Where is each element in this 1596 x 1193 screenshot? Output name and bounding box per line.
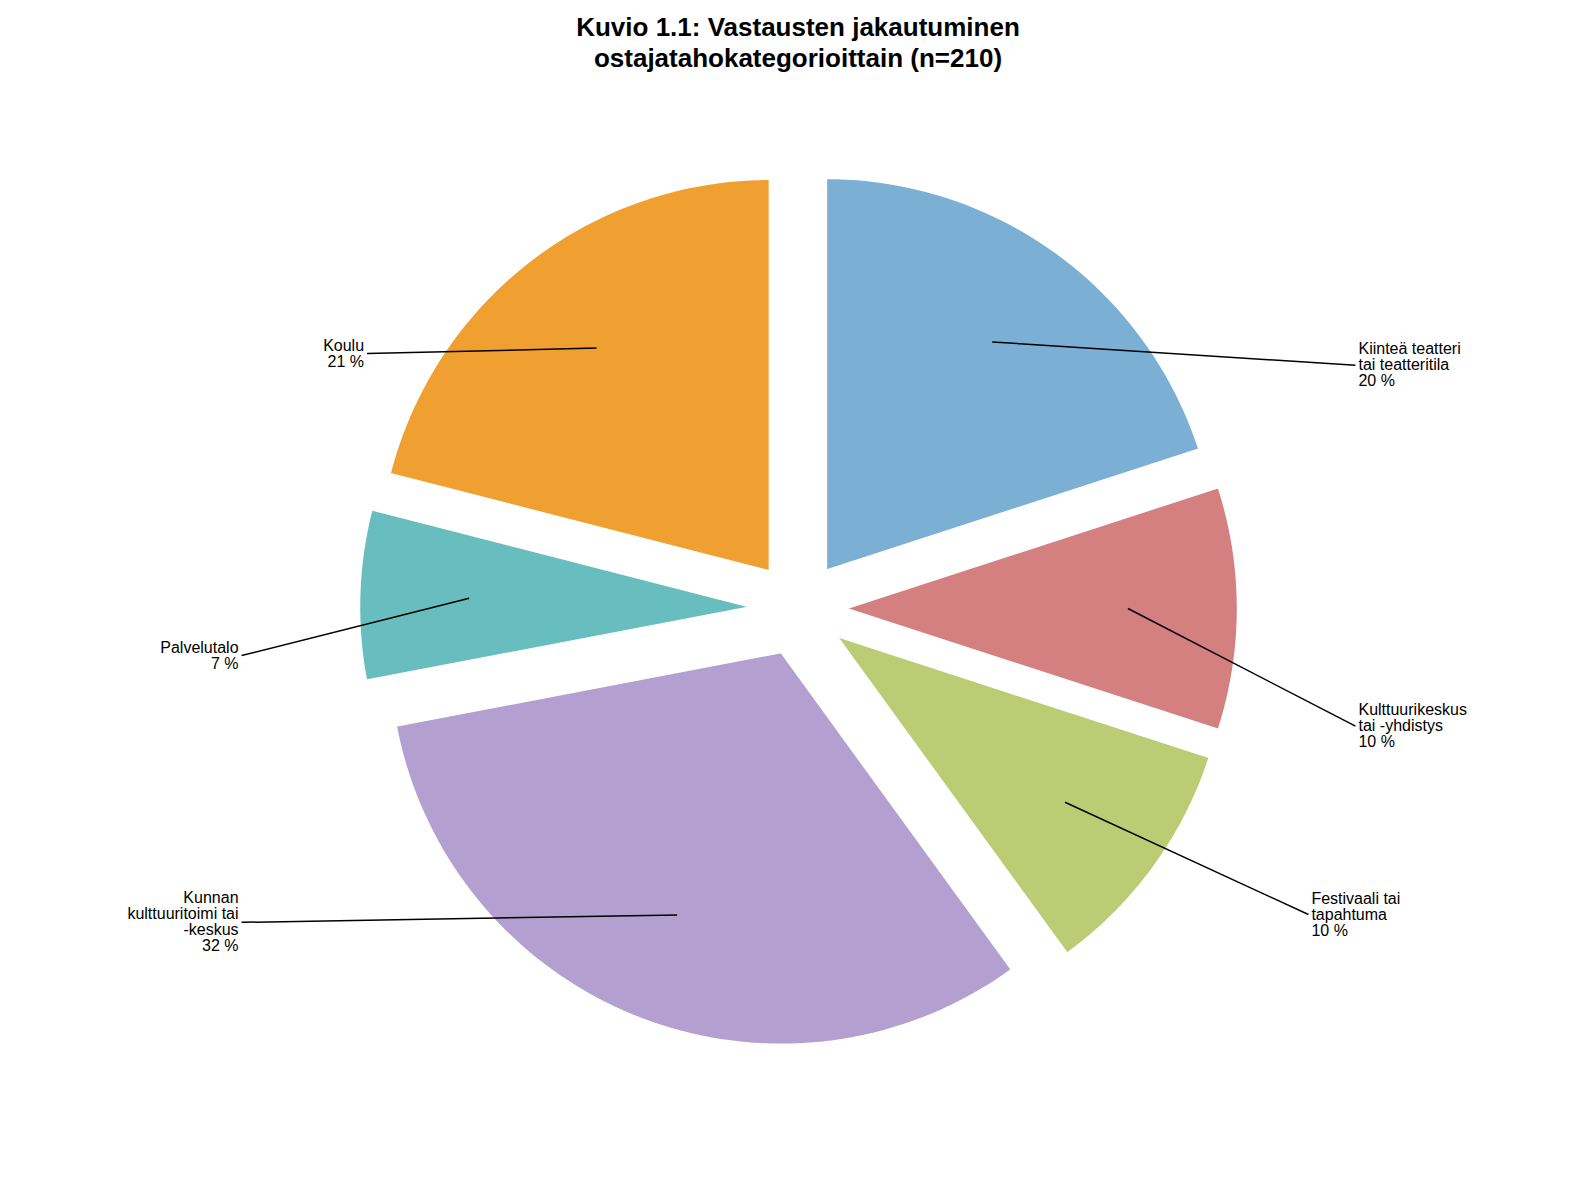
svg-text:Koulu21 %: Koulu21 % [323,337,364,370]
svg-text:Kunnankulttuuritoimi tai-kesku: Kunnankulttuuritoimi tai-keskus32 % [127,890,238,955]
svg-text:Palvelutalo7 %: Palvelutalo7 % [160,639,238,672]
svg-text:Kiinteä teatteritai teatteriti: Kiinteä teatteritai teatteritila20 % [1358,341,1460,390]
html-text:Kuvio 1.1: Vastausten jakautum: Kuvio 1.1: Vastausten jakautuminen ostaj… [576,12,1020,74]
svg-text:Kulttuurikeskustai -yhdistys10: Kulttuurikeskustai -yhdistys10 % [1358,702,1467,751]
svg-text:Festivaali taitapahtuma10 %: Festivaali taitapahtuma10 % [1311,890,1400,939]
